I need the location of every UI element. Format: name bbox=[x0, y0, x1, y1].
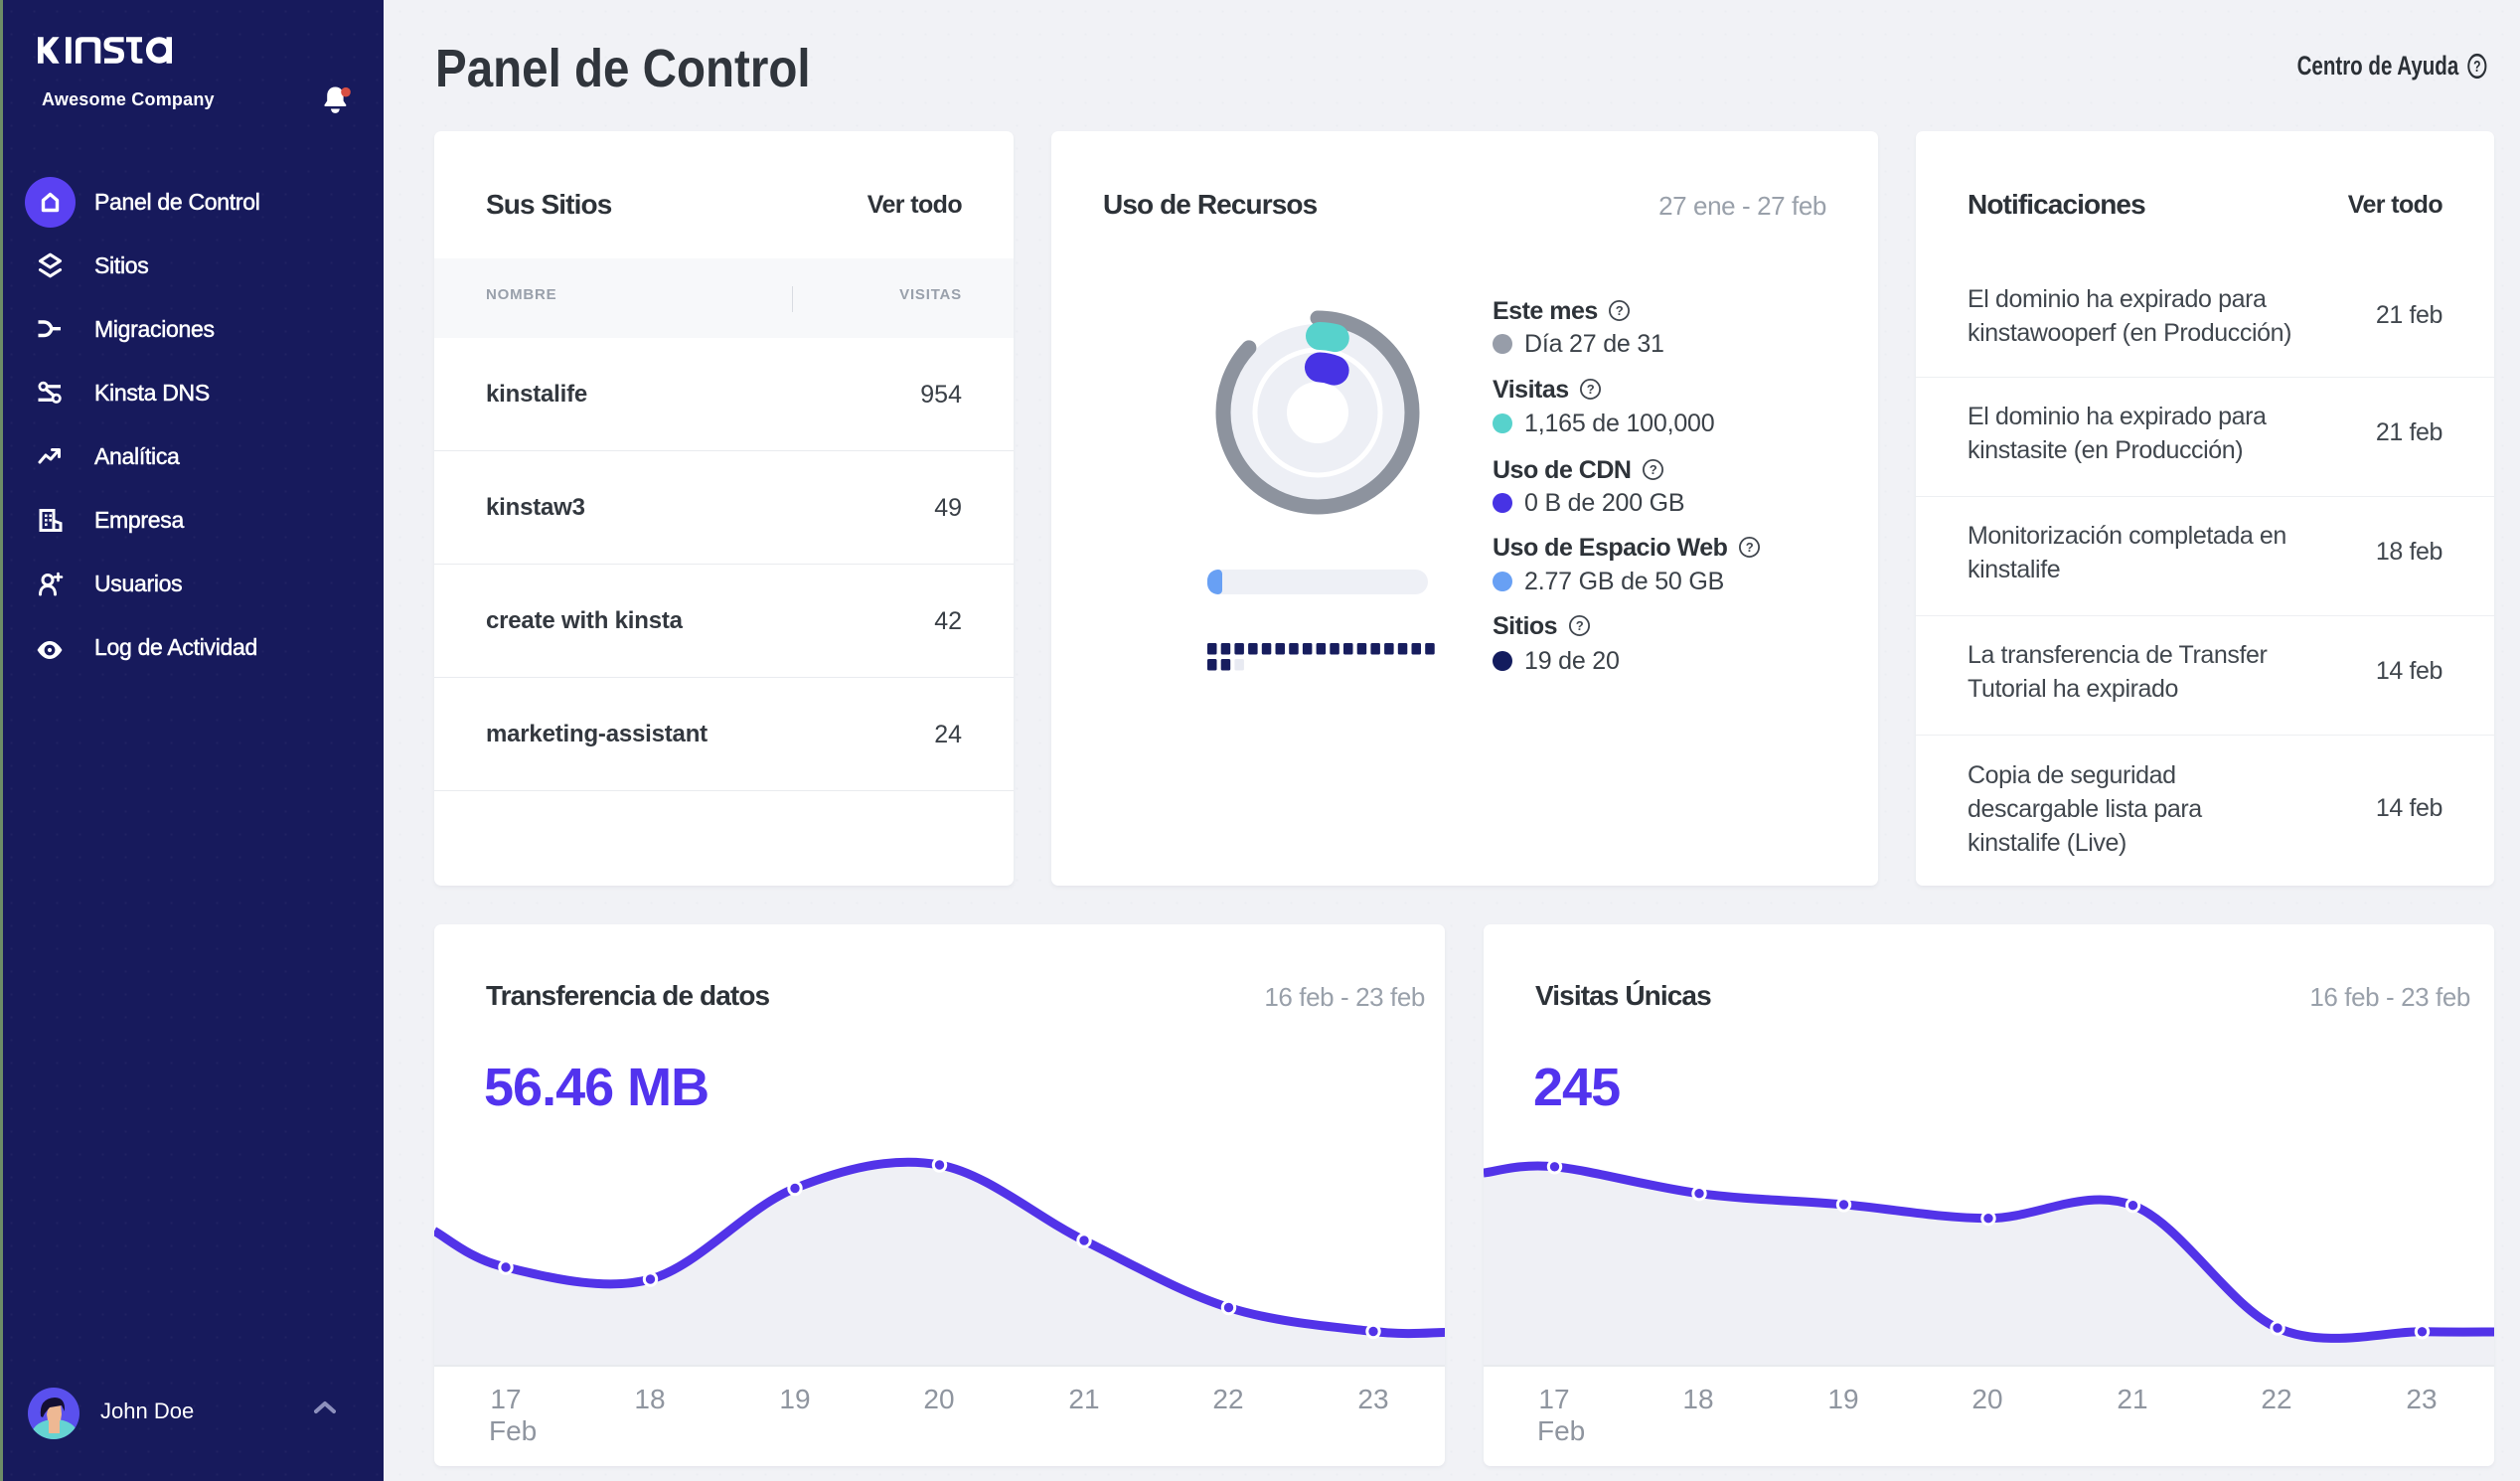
svg-text:?: ? bbox=[1746, 540, 1754, 555]
svg-text:?: ? bbox=[2473, 58, 2480, 76]
svg-text:?: ? bbox=[1587, 382, 1595, 397]
svg-text:?: ? bbox=[1616, 303, 1624, 318]
svg-text:?: ? bbox=[1650, 462, 1657, 477]
svg-text:?: ? bbox=[1575, 618, 1583, 633]
